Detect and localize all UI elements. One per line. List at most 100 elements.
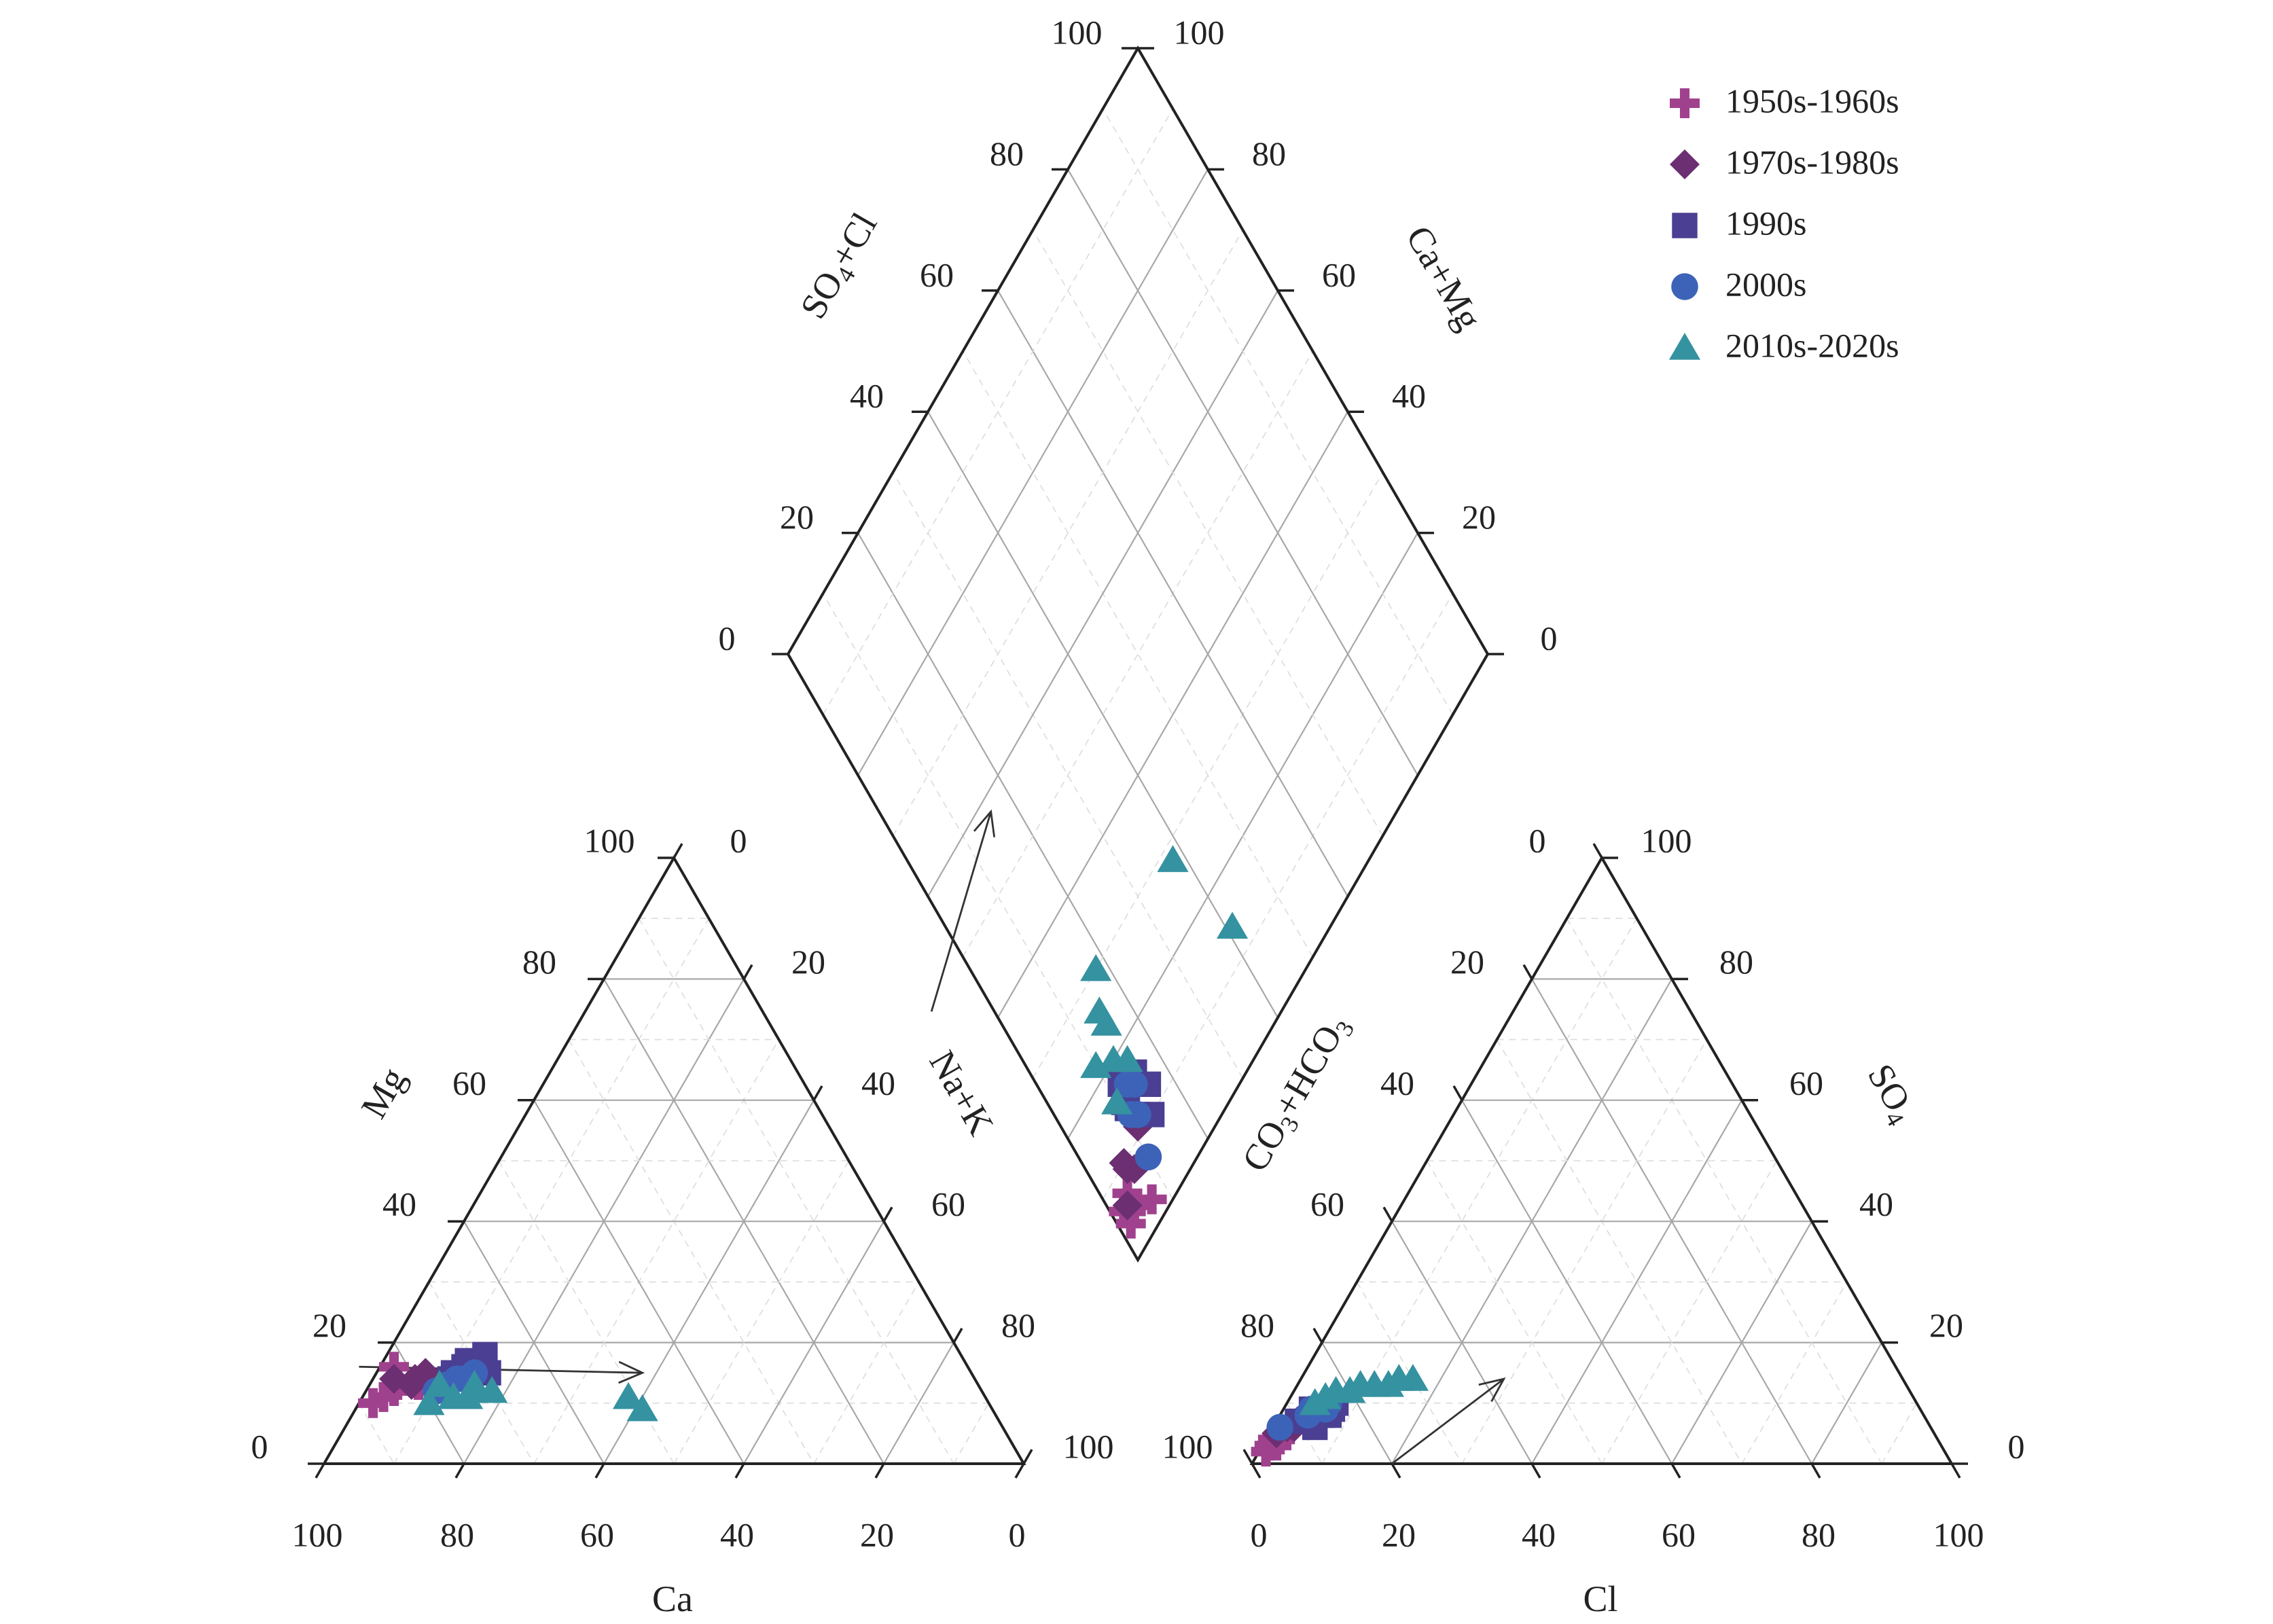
anion-right-tick-label: 40: [1859, 1185, 1893, 1223]
diamond-grid-line: [1102, 593, 1454, 1200]
legend-marker: [1670, 88, 1700, 119]
diamond-left-tick-label: 100: [1052, 13, 1103, 51]
diamond-grid-line: [822, 108, 1174, 715]
diamond-point-2010s-2020s: [1084, 996, 1115, 1024]
legend-entry-label: 1950s-1960s: [1725, 82, 1899, 120]
diamond-left-tick-label: 40: [850, 377, 884, 415]
anion-bottom-tick-label: 60: [1662, 1515, 1696, 1553]
cation-grid-line: [498, 1160, 675, 1464]
anion-grid-line: [1426, 1160, 1603, 1464]
cation-grid-line: [428, 1281, 535, 1464]
cation-grid-line: [673, 1160, 850, 1464]
tick-mark: [952, 1327, 963, 1343]
data-points: [358, 845, 1429, 1467]
legend-entry-label: 1970s-1980s: [1725, 143, 1899, 181]
anion-grid-line: [1601, 1160, 1778, 1464]
tick-mark: [1382, 1206, 1393, 1223]
anion-grid-line: [1461, 1100, 1672, 1464]
tick-mark: [1242, 1449, 1253, 1464]
diamond-right-tick-label: 40: [1392, 377, 1426, 415]
diamond-grid-line: [962, 350, 1314, 958]
cation-point-1950s-1960s: [358, 1388, 389, 1418]
tick-mark: [1014, 1463, 1025, 1479]
anion-left-tick-label: 60: [1310, 1185, 1344, 1223]
anion-right-tick-label: 100: [1641, 821, 1692, 859]
diamond-point-2000s: [1113, 1070, 1141, 1098]
cation-bottom-tick-label: 80: [440, 1515, 474, 1553]
anion-grid-line: [1741, 1281, 1848, 1464]
cation-point-2010s-2020s: [423, 1370, 456, 1397]
cation-left-tick-label: 80: [522, 943, 556, 981]
diamond-right-tick-label: 100: [1174, 13, 1225, 51]
cation-grid-line: [743, 1221, 884, 1464]
tick-mark: [1950, 1463, 1961, 1479]
tick-mark: [1810, 1463, 1821, 1479]
diamond-point-1950s-1960s: [1136, 1184, 1167, 1214]
anion-bottom-tick-label: 0: [1251, 1515, 1268, 1553]
cation-left-tick-label: 100: [584, 821, 635, 859]
cation-bottom-tick-label: 20: [860, 1515, 894, 1553]
diamond-left-axis-title: SO4+Cl: [792, 206, 888, 327]
diamond-trend-arrow: [930, 811, 992, 1012]
diamond-point-2010s-2020s: [1080, 954, 1112, 981]
tick-mark: [1022, 1449, 1033, 1464]
anion-grid-line: [1531, 1100, 1742, 1464]
cation-grid-line: [568, 1039, 815, 1464]
anion-grid-line: [1496, 1039, 1742, 1464]
cation-bottom-tick-label: 40: [720, 1515, 754, 1553]
tick-mark: [1670, 1463, 1681, 1479]
anion-point-2010s-2020s: [1344, 1370, 1376, 1397]
tick-mark: [1592, 843, 1603, 859]
cation-bottom-tick-label: 0: [1009, 1515, 1026, 1553]
tick-mark: [812, 1085, 823, 1101]
diamond-left-tick-label: 0: [719, 619, 736, 657]
anion-bottom-tick-label: 80: [1802, 1515, 1836, 1553]
diamond-point-2010s-2020s: [1080, 1051, 1112, 1079]
anion-left-axis-title: CO3+HCO3: [1234, 1007, 1360, 1180]
cation-grid-line: [813, 1281, 920, 1464]
tick-marks: [308, 47, 1968, 1479]
diamond-grid-line: [997, 290, 1348, 897]
tick-mark: [1391, 1463, 1401, 1479]
diamond-grid-line: [927, 290, 1278, 897]
cation-bottom-tick-label: 60: [580, 1515, 614, 1553]
anion-grid-line: [1671, 1221, 1812, 1464]
diamond-point-2000s: [1134, 1143, 1162, 1171]
anion-grid-line: [1321, 1342, 1393, 1464]
anion-trend-arrow-head: [1478, 1377, 1506, 1403]
cation-grid-line: [463, 1221, 605, 1464]
anion-grid-line: [1881, 1403, 1918, 1464]
cation-grid-line: [533, 1100, 745, 1464]
cation-grid-line: [953, 1403, 990, 1464]
anion-frame: [1249, 854, 1954, 1465]
cation-right-tick-label: 20: [791, 943, 825, 981]
cation-grid-line: [533, 1039, 780, 1464]
tick-mark: [1452, 1085, 1463, 1101]
cation-left-tick-label: 60: [452, 1064, 486, 1102]
cation-left-tick-label: 20: [312, 1306, 346, 1344]
anion-right-axis-title: SO4: [1857, 1057, 1925, 1130]
cation-point-1950s-1960s: [368, 1382, 399, 1412]
anion-point-2010s-2020s: [1372, 1370, 1404, 1397]
tick-mark: [1312, 1327, 1323, 1343]
diamond-right-tick-label: 20: [1462, 498, 1496, 536]
anion-left-tick-label: 0: [1529, 821, 1546, 859]
cation-left-tick-label: 0: [251, 1427, 268, 1465]
cation-point-2010s-2020s: [612, 1382, 645, 1409]
diamond-grid-line: [857, 168, 1209, 776]
legend-marker: [1672, 213, 1698, 238]
legend-marker: [1668, 333, 1701, 360]
diamond-right-tick-label: 80: [1252, 134, 1286, 173]
anion-grid-line: [1356, 1281, 1463, 1464]
anion-bottom-tick-label: 20: [1382, 1515, 1416, 1553]
tick-mark: [1251, 1463, 1261, 1479]
cation-left-axis-title: Mg: [353, 1061, 414, 1125]
anion-bottom-tick-label: 100: [1933, 1515, 1984, 1553]
trend-arrows: [359, 809, 1506, 1465]
diamond-grid-line: [927, 411, 1278, 1018]
legend-entry-label: 2000s: [1725, 265, 1806, 303]
diamond-grid-line: [962, 350, 1314, 958]
diamond-grid-line: [997, 411, 1348, 1018]
tick-mark: [1531, 1463, 1541, 1479]
